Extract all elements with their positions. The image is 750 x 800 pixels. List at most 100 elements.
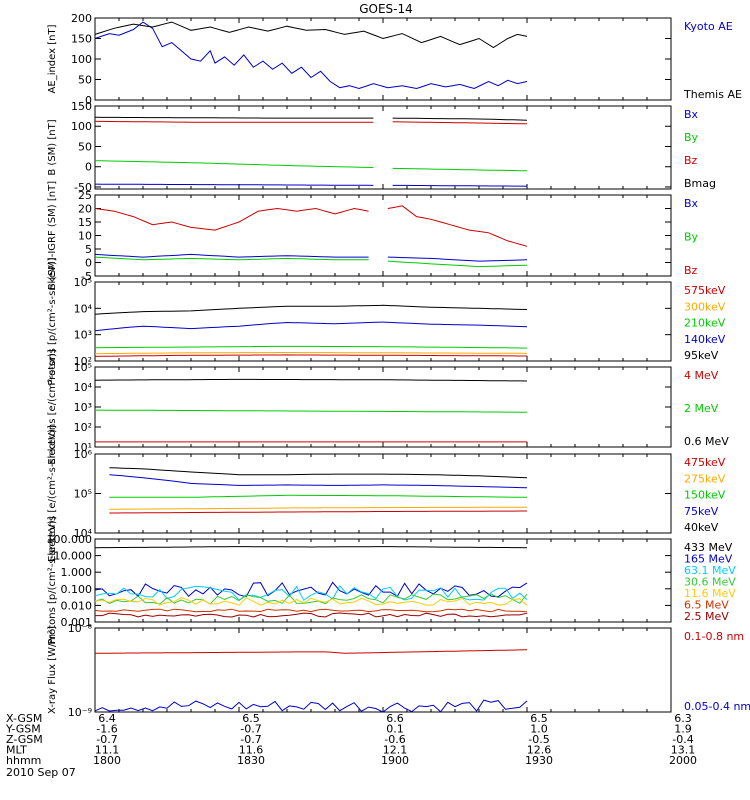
y-tick-label: 10³	[74, 401, 92, 414]
footer-value: 0.1	[386, 723, 404, 736]
series-line-6-5-mev	[94, 608, 528, 613]
y-tick-label: 20	[78, 203, 92, 216]
series-line-bmag	[94, 116, 374, 119]
series-line-bz	[94, 207, 369, 231]
legend-entry: 0.05-0.4 nm	[684, 700, 750, 713]
series-line-30-6-mev	[94, 593, 528, 605]
footer-value: 1.9	[674, 723, 692, 736]
footer-value: 1800	[93, 754, 121, 767]
panel-5: 10¹ 10² 10³ 10⁴ 10⁵ Electrons [e/(cm²-s-sr)] 4…	[47, 349, 729, 465]
footer-value: 6.6	[386, 712, 404, 725]
y-axis-label: Protons [p/(cm²-s-sr-keV)]	[47, 516, 58, 644]
panel-frame	[94, 194, 672, 277]
y-tick-label: 10⁵	[74, 276, 92, 289]
y-tick-label: 50	[78, 140, 92, 153]
legend-entry: 63.1 MeV	[684, 564, 736, 577]
y-tick-label: 10	[78, 230, 92, 243]
y-tick-label: 10²	[74, 355, 92, 368]
legend-entry: Bz	[684, 264, 698, 277]
y-tick-label: 10⁻⁹	[68, 706, 92, 719]
footer-value: 1900	[381, 754, 409, 767]
series-line-0-05-0-4-nm	[94, 699, 528, 713]
legend-entry: 165 MeV	[684, 553, 733, 566]
y-tick-label: 150	[71, 33, 92, 46]
footer-value: 12.6	[527, 744, 552, 757]
date-label: 2010 Sep 07	[6, 766, 76, 779]
y-tick-label: 10⁴	[74, 527, 93, 540]
legend-entry: Bz	[684, 154, 698, 167]
series-line-kyoto-ae	[94, 21, 528, 90]
series-line-by	[94, 256, 369, 261]
footer-row-label: X-GSM	[6, 712, 42, 725]
footer-value: -0.7	[240, 733, 261, 746]
series-line-by	[387, 260, 528, 268]
panel-6: 10⁴ 10⁵ 10⁶ Electrons [e/(cm²-s-sr-keV)] 475…	[47, 425, 726, 562]
y-axis-label: AE_index [nT]	[47, 24, 58, 93]
y-tick-label: 0.001	[61, 616, 93, 629]
panel-frame	[94, 17, 672, 101]
series-line-11-6-mev	[94, 597, 528, 606]
footer-value: 2000	[669, 754, 697, 767]
legend-entry: 6.5 MeV	[684, 599, 729, 612]
y-tick-label: 10²	[74, 421, 92, 434]
legend-entry: 275keV	[684, 472, 726, 485]
panel-frame	[94, 366, 672, 448]
y-tick-label: 0	[85, 161, 92, 174]
panel-frame	[94, 105, 672, 190]
legend-entry: 2.5 MeV	[684, 610, 729, 623]
y-tick-label: 10³	[74, 329, 92, 342]
y-axis-label: Electrons [e/(cm²-s-sr-keV)]	[47, 425, 58, 562]
footer-value: 1.0	[530, 723, 548, 736]
legend-entry: 140keV	[684, 333, 726, 346]
y-tick-label: 0	[85, 94, 92, 107]
legend-entry: By	[684, 131, 699, 144]
legend-entry: Bx	[684, 197, 699, 210]
y-tick-label: 15	[78, 216, 92, 229]
panel-frame	[94, 453, 672, 534]
series-line-bz	[95, 120, 374, 123]
y-tick-label: 150	[71, 100, 92, 113]
footer-row-label: Y-GSM	[5, 723, 41, 736]
footer-value: -0.5	[528, 733, 549, 746]
footer-value: 6.5	[530, 712, 548, 725]
footer-value: -0.7	[240, 723, 261, 736]
legend-entry: 4 MeV	[684, 369, 719, 382]
y-tick-label: 100	[71, 53, 92, 66]
footer-value: -0.6	[384, 733, 405, 746]
y-tick-label: 10⁻⁸	[68, 622, 93, 635]
series-line-210kev	[94, 345, 528, 349]
series-line-95kev	[94, 304, 528, 315]
legend-entry: By	[684, 231, 699, 244]
y-tick-label: 10⁴	[74, 302, 93, 315]
y-tick-label: 10⁵	[74, 488, 92, 501]
y-tick-label: -50	[74, 181, 92, 194]
y-tick-label: 1.000	[61, 566, 93, 579]
legend-entry: 2 MeV	[684, 402, 719, 415]
y-tick-label: 10¹	[74, 441, 92, 454]
legend-entry: 75keV	[684, 505, 719, 518]
y-tick-label: -5	[81, 270, 92, 283]
panel-8: 10⁻⁹ 10⁻⁸ X-ray Flux [W/m²] 0.1-0.8 nm 0.05-…	[47, 622, 750, 719]
series-line-bx	[94, 183, 374, 186]
series-line-bz	[387, 205, 528, 247]
legend-entry: 40keV	[684, 521, 719, 534]
series-line-by	[392, 167, 528, 172]
y-axis-label: Electrons [e/(cm²-s-sr)]	[47, 349, 58, 465]
y-tick-label: 10⁵	[74, 361, 92, 374]
series-line-75kev	[109, 474, 528, 489]
series-line-bz	[392, 121, 528, 125]
footer-value: 1830	[237, 754, 265, 767]
series-line-bx	[387, 256, 528, 262]
panel-2: -50 0 50 100 150 B (SM) [nT] Bx By Bz Bmag	[47, 100, 716, 194]
legend-entry: Bmag	[684, 177, 716, 190]
series-line-150kev	[109, 494, 528, 498]
legend-entry: 30.6 MeV	[684, 576, 736, 589]
legend-entry: 11.6 MeV	[684, 587, 736, 600]
y-axis-label: B (SM) [nT]	[47, 119, 58, 175]
legend-entry: 210keV	[684, 317, 726, 330]
series-line-bx	[94, 253, 369, 258]
footer-value: 12.1	[383, 744, 408, 757]
footer-value: 6.3	[674, 712, 692, 725]
